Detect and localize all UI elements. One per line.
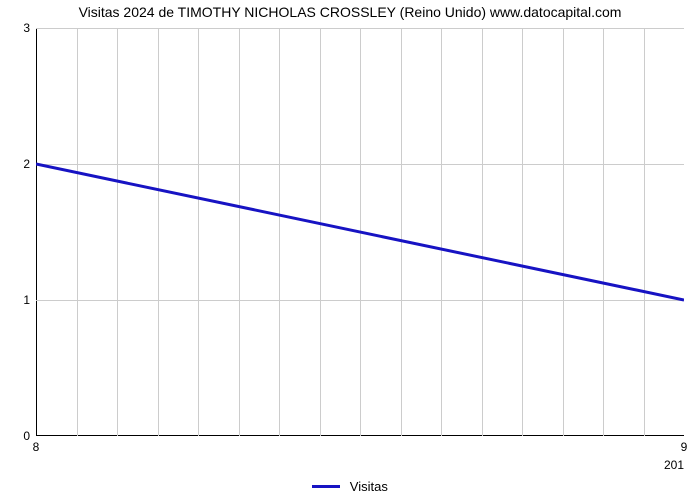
x-tick-label: 8 [33, 440, 40, 454]
series-polyline [36, 164, 684, 300]
legend-swatch [312, 485, 340, 488]
y-tick-label: 2 [23, 157, 30, 171]
legend: Visitas [0, 478, 700, 494]
y-tick-label: 1 [23, 293, 30, 307]
chart-container: Visitas 2024 de TIMOTHY NICHOLAS CROSSLE… [0, 0, 700, 500]
x-tick-label: 9 [681, 440, 688, 454]
series-line [36, 28, 684, 436]
plot-area: 012389201 [36, 28, 684, 436]
chart-title: Visitas 2024 de TIMOTHY NICHOLAS CROSSLE… [0, 4, 700, 20]
x-extra-label: 201 [664, 458, 684, 472]
legend-label: Visitas [350, 479, 388, 494]
y-tick-label: 3 [23, 21, 30, 35]
y-tick-label: 0 [23, 429, 30, 443]
